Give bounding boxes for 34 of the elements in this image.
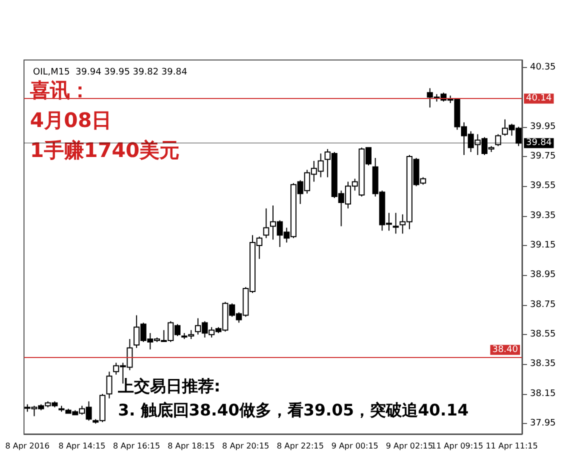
annotation: 3. 触底回38.40做多，看39.05，突破追40.14 <box>118 400 469 420</box>
y-tick-label: 37.95 <box>530 418 556 429</box>
y-tick-label: 39.75 <box>530 151 556 162</box>
candlestick <box>263 208 270 239</box>
y-tick-label: 40.35 <box>530 62 556 72</box>
x-tick-label: 8 Apr 20:15 <box>222 442 270 450</box>
x-tick-label: 9 Apr 02:15 <box>386 442 433 450</box>
annotation: 4月08日 <box>30 108 112 132</box>
x-tick-label: 11 Apr 09:15 <box>431 442 484 450</box>
y-tick-label: 38.35 <box>530 359 556 370</box>
annotation: 喜讯： <box>29 78 90 102</box>
x-tick-label: 8 Apr 22:15 <box>276 442 324 450</box>
y-tick-label: 38.55 <box>530 330 556 340</box>
x-tick-label: 8 Apr 14:15 <box>58 442 106 450</box>
candlestick <box>106 371 112 399</box>
x-tick-label: 8 Apr 18:15 <box>168 442 215 450</box>
text: OIL,M15 39.94 39.95 39.82 39.84 <box>33 68 188 78</box>
y-tick-label: 39.15 <box>530 240 556 251</box>
x-tick-label: 8 Apr 16:15 <box>113 442 160 450</box>
annotation: 上交易日推荐: <box>117 376 220 396</box>
y-tick-label: 39.95 <box>530 122 556 132</box>
ref-line-label: 40.14 <box>526 94 552 104</box>
y-tick-label: 38.75 <box>530 300 556 310</box>
candlestick <box>392 212 399 234</box>
x-tick-label: 9 Apr 00:15 <box>331 442 378 450</box>
y-tick-label: 38.15 <box>530 388 556 399</box>
ref-line-label: 39.84 <box>526 138 552 148</box>
annotation: 1手赚1740美元 <box>30 138 180 162</box>
y-tick-label: 39.35 <box>530 210 556 221</box>
y-tick-label: 38.95 <box>530 270 556 280</box>
x-tick-label: 8 Apr 2016 <box>5 442 50 450</box>
x-tick-label: 11 Apr 11:15 <box>486 442 538 450</box>
y-tick-label: 39.55 <box>530 181 556 192</box>
ref-line-label: 38.40 <box>492 344 518 355</box>
